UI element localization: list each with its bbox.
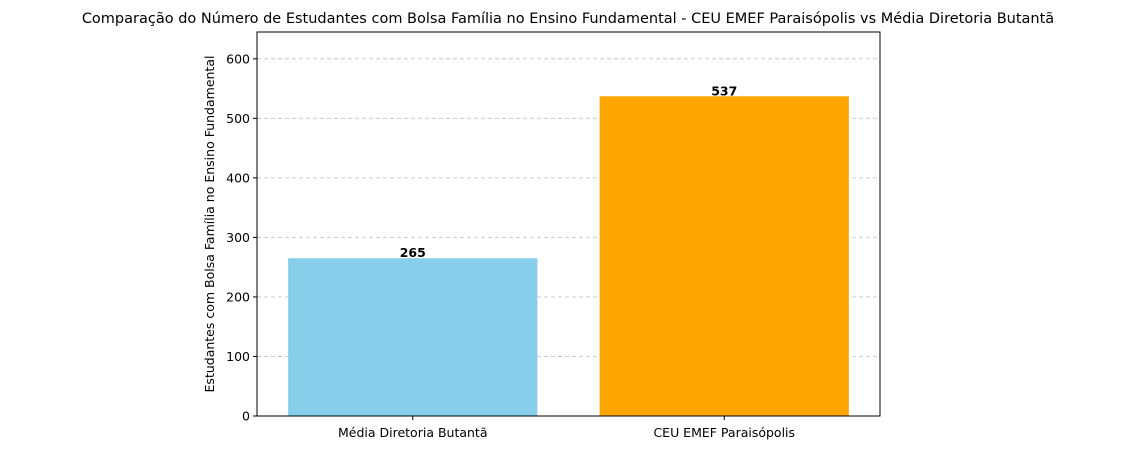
bar — [288, 258, 538, 416]
chart-title: Comparação do Número de Estudantes com B… — [82, 11, 1054, 27]
data-label: 537 — [711, 83, 737, 98]
x-tick-label: Média Diretoria Butantã — [338, 425, 488, 440]
x-tick-label: CEU EMEF Paraisópolis — [653, 425, 795, 440]
y-tick-label: 300 — [226, 230, 250, 245]
bar — [599, 96, 849, 417]
y-tick-label: 500 — [226, 111, 250, 126]
plot-frame — [256, 31, 881, 417]
axes: 0 100 200 300 400 500 600 Média Diretoria Butan… — [226, 51, 795, 440]
data-label: 265 — [400, 245, 426, 260]
y-tick-label: 100 — [226, 349, 250, 364]
y-tick-label: 600 — [226, 51, 250, 66]
y-tick-label: 0 — [242, 409, 250, 424]
y-tick-label: 400 — [226, 170, 250, 185]
y-axis-label: Estudantes com Bolsa Família no Ensino F… — [202, 56, 217, 393]
data-labels: 265 537 — [400, 83, 738, 260]
bars — [288, 96, 849, 417]
y-tick-label: 200 — [226, 289, 250, 304]
